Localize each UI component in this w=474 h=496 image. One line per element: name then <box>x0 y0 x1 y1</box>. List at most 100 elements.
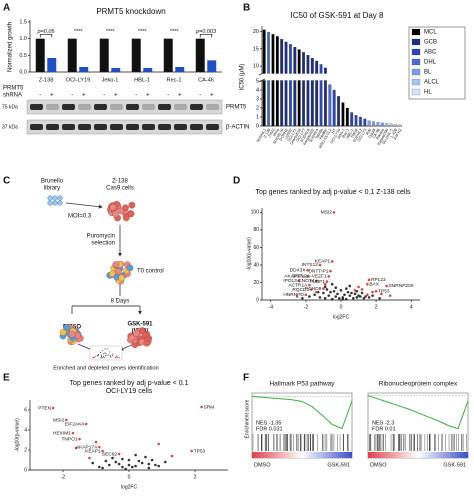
y-tick-label: 0 <box>24 467 27 473</box>
point-label: KEAP1 <box>85 448 101 454</box>
x-tick-label: Ramos <box>376 128 386 141</box>
x-tick-label: OCI-LY3 <box>357 128 368 143</box>
y-tick-label: 10 <box>253 64 259 70</box>
point <box>147 462 151 466</box>
diagram-text: GSK-591 <box>127 322 153 328</box>
shrna-sign: - <box>167 93 169 99</box>
mini-point <box>103 356 105 358</box>
point-label: MSI2 <box>321 210 333 216</box>
x-tick-label: CA-46 <box>372 128 381 139</box>
cell <box>112 210 119 218</box>
x-end-label: GSK-591 <box>443 462 466 468</box>
point <box>330 297 334 301</box>
y-tick-label: 5 <box>256 78 259 84</box>
bar <box>111 68 121 72</box>
point <box>334 295 338 298</box>
legend-label: BL <box>424 70 432 76</box>
bar <box>297 49 301 127</box>
bar <box>345 107 349 127</box>
x-axis-label: log2FC <box>333 314 350 320</box>
point <box>329 290 332 294</box>
point-label: PTEN <box>38 405 51 411</box>
point <box>295 295 299 298</box>
y-tick-label: 0 <box>256 123 259 129</box>
point <box>315 290 318 294</box>
cell <box>114 268 122 275</box>
cell <box>68 330 76 338</box>
axis-break-mark <box>258 71 266 83</box>
stat-label: FDR 0.031 <box>256 426 283 432</box>
panel-label: E <box>3 373 10 384</box>
bar <box>389 123 393 127</box>
point <box>360 288 364 291</box>
point <box>137 459 141 463</box>
bar <box>337 96 340 127</box>
point <box>117 462 121 466</box>
point <box>351 296 355 300</box>
legend-swatch <box>411 88 421 96</box>
x-end-label: GSK-591 <box>327 462 350 468</box>
blot-band <box>142 124 155 130</box>
point-label: PCHD9 <box>305 286 322 292</box>
x-tick-label: 0 <box>128 474 131 480</box>
point <box>127 463 131 467</box>
point <box>346 290 350 294</box>
rank-gradient <box>368 452 468 458</box>
cell <box>109 203 117 211</box>
mini-point <box>105 355 107 357</box>
bar <box>398 124 402 127</box>
x-tick-label: Rec-1 <box>342 128 351 139</box>
blot-band <box>190 124 203 130</box>
point-label: AKAP17A <box>284 274 306 280</box>
significance: **** <box>106 29 115 35</box>
point <box>117 452 121 456</box>
y-tick-label: 4 <box>256 87 259 93</box>
x-tick-label: DOHH2 <box>279 128 289 142</box>
x-tick-label: HT <box>331 127 337 134</box>
point <box>200 405 203 409</box>
point <box>355 296 359 299</box>
point <box>164 460 167 464</box>
bar <box>289 44 292 127</box>
x-tick-label: SUDHL6 <box>300 128 311 143</box>
mini-point <box>112 354 114 356</box>
blot-band <box>126 124 139 130</box>
point <box>134 464 137 468</box>
x-tick-label: Z-138 <box>39 77 54 83</box>
bar <box>67 38 77 72</box>
diagram-text: Z-138 <box>112 179 128 185</box>
blot-protein: PRMT5 <box>226 105 247 111</box>
blot-band <box>158 104 171 110</box>
point <box>306 275 309 278</box>
point-label: KEAP1 <box>315 259 331 265</box>
blot-frame <box>26 99 223 115</box>
mini-point <box>109 354 111 356</box>
blot-band <box>110 124 123 130</box>
x-tick-label: 4 <box>410 304 413 310</box>
blot-band <box>190 104 203 110</box>
point <box>157 464 160 468</box>
point <box>334 286 338 290</box>
point <box>366 293 369 297</box>
point-label: SRM <box>204 404 215 410</box>
y-tick-label: 60 <box>253 245 259 251</box>
row-label: PRMT5 <box>3 86 24 92</box>
mini-point <box>106 348 108 350</box>
point <box>98 465 101 469</box>
point <box>318 296 322 299</box>
chart-title: Top genes ranked by adj p-value < 0.1 <box>70 380 189 387</box>
rank-gradient <box>252 452 352 458</box>
point <box>341 297 345 301</box>
bar <box>99 38 109 72</box>
point <box>371 290 374 294</box>
mini-point <box>102 355 104 357</box>
point <box>157 442 160 446</box>
x-tick-label: NUDHL1 <box>256 128 267 143</box>
point-label: CNOT4 <box>298 278 315 284</box>
cell <box>63 324 71 332</box>
x-tick-label: Raji <box>365 128 372 136</box>
bar <box>310 58 314 127</box>
point-label: SEC62 <box>102 451 118 457</box>
x-tick-label: Toledo <box>315 128 324 140</box>
